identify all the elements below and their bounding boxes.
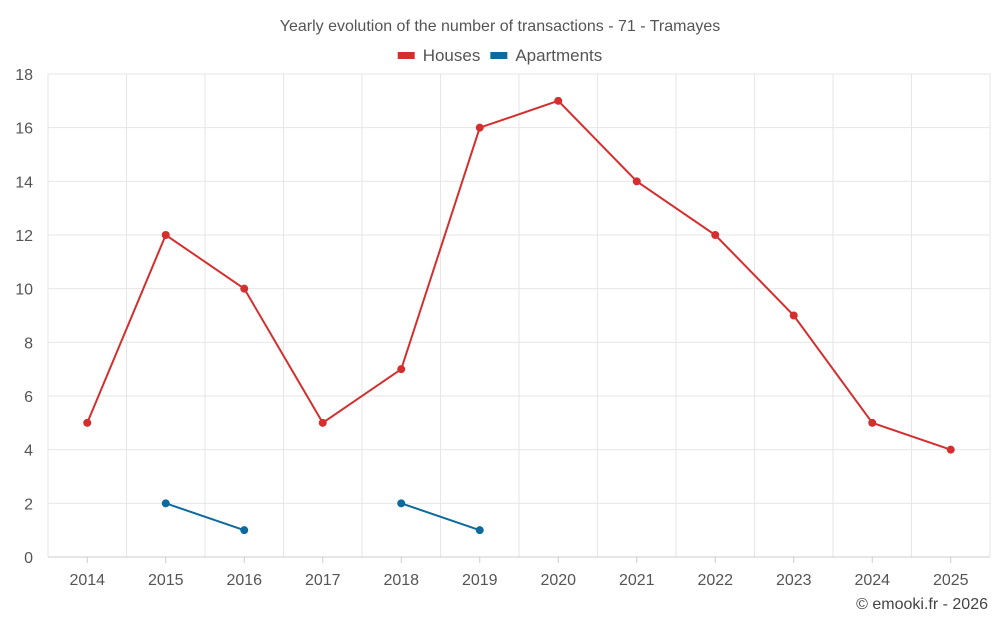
x-tick-label: 2018 [383, 572, 419, 589]
series-line-houses [86, 99, 952, 451]
x-tick-label: 2025 [933, 572, 969, 589]
series-layer [83, 96, 955, 535]
y-tick-label: 12 [15, 228, 33, 245]
legend-item-houses: Houses [397, 46, 481, 65]
y-tick-label: 2 [24, 496, 33, 513]
legend-item-apartments: Apartments [490, 46, 602, 65]
x-tick-label: 2019 [462, 572, 498, 589]
x-tick-label: 2020 [540, 572, 576, 589]
data-point-houses [475, 123, 484, 132]
grid [47, 73, 991, 558]
x-tick-label: 2016 [226, 572, 262, 589]
y-tick-label: 16 [15, 121, 33, 138]
y-tick-label: 6 [24, 389, 33, 406]
data-point-houses [946, 445, 955, 454]
legend-swatch-apartments [490, 52, 508, 59]
data-point-houses [789, 311, 798, 320]
series-houses [83, 96, 955, 454]
data-point-apartments [240, 526, 249, 535]
legend-label-houses: Houses [423, 46, 481, 65]
y-tick-label: 0 [24, 550, 33, 567]
data-point-houses [868, 418, 877, 427]
data-point-houses [318, 418, 327, 427]
legend-label-apartments: Apartments [515, 46, 602, 65]
chart-title: Yearly evolution of the number of transa… [280, 18, 721, 35]
data-point-houses [632, 177, 641, 186]
data-point-apartments [475, 526, 484, 535]
x-axis: 2014 2015 2016 2017 2018 2019 2020 2021 2022 2023… [69, 557, 969, 589]
x-tick-label: 2015 [148, 572, 184, 589]
y-tick-label: 8 [24, 335, 33, 352]
x-tick-label: 2014 [69, 572, 105, 589]
data-point-houses [554, 96, 563, 105]
x-tick-label: 2022 [697, 572, 733, 589]
data-point-apartments [397, 499, 406, 508]
data-point-houses [711, 231, 720, 239]
series-apartments [161, 499, 484, 535]
x-tick-label: 2023 [776, 572, 812, 589]
y-tick-label: 18 [15, 67, 33, 84]
series-line-apartments [165, 502, 245, 532]
data-point-houses [397, 365, 406, 374]
data-point-houses [240, 284, 249, 293]
y-axis: 0 2 4 6 8 10 12 14 16 18 [15, 67, 33, 567]
series-line-apartments [400, 502, 481, 532]
legend: Houses Apartments [397, 46, 602, 65]
y-tick-label: 14 [15, 174, 33, 191]
data-point-houses [161, 231, 170, 239]
credit-text: © emooki.fr - 2026 [856, 596, 988, 613]
legend-swatch-houses [397, 52, 415, 59]
y-tick-label: 4 [24, 443, 33, 460]
y-tick-label: 10 [15, 282, 33, 299]
x-tick-label: 2021 [619, 572, 655, 589]
data-point-houses [83, 418, 92, 427]
x-tick-label: 2024 [854, 572, 890, 589]
data-point-apartments [161, 499, 170, 508]
x-tick-label: 2017 [305, 572, 341, 589]
